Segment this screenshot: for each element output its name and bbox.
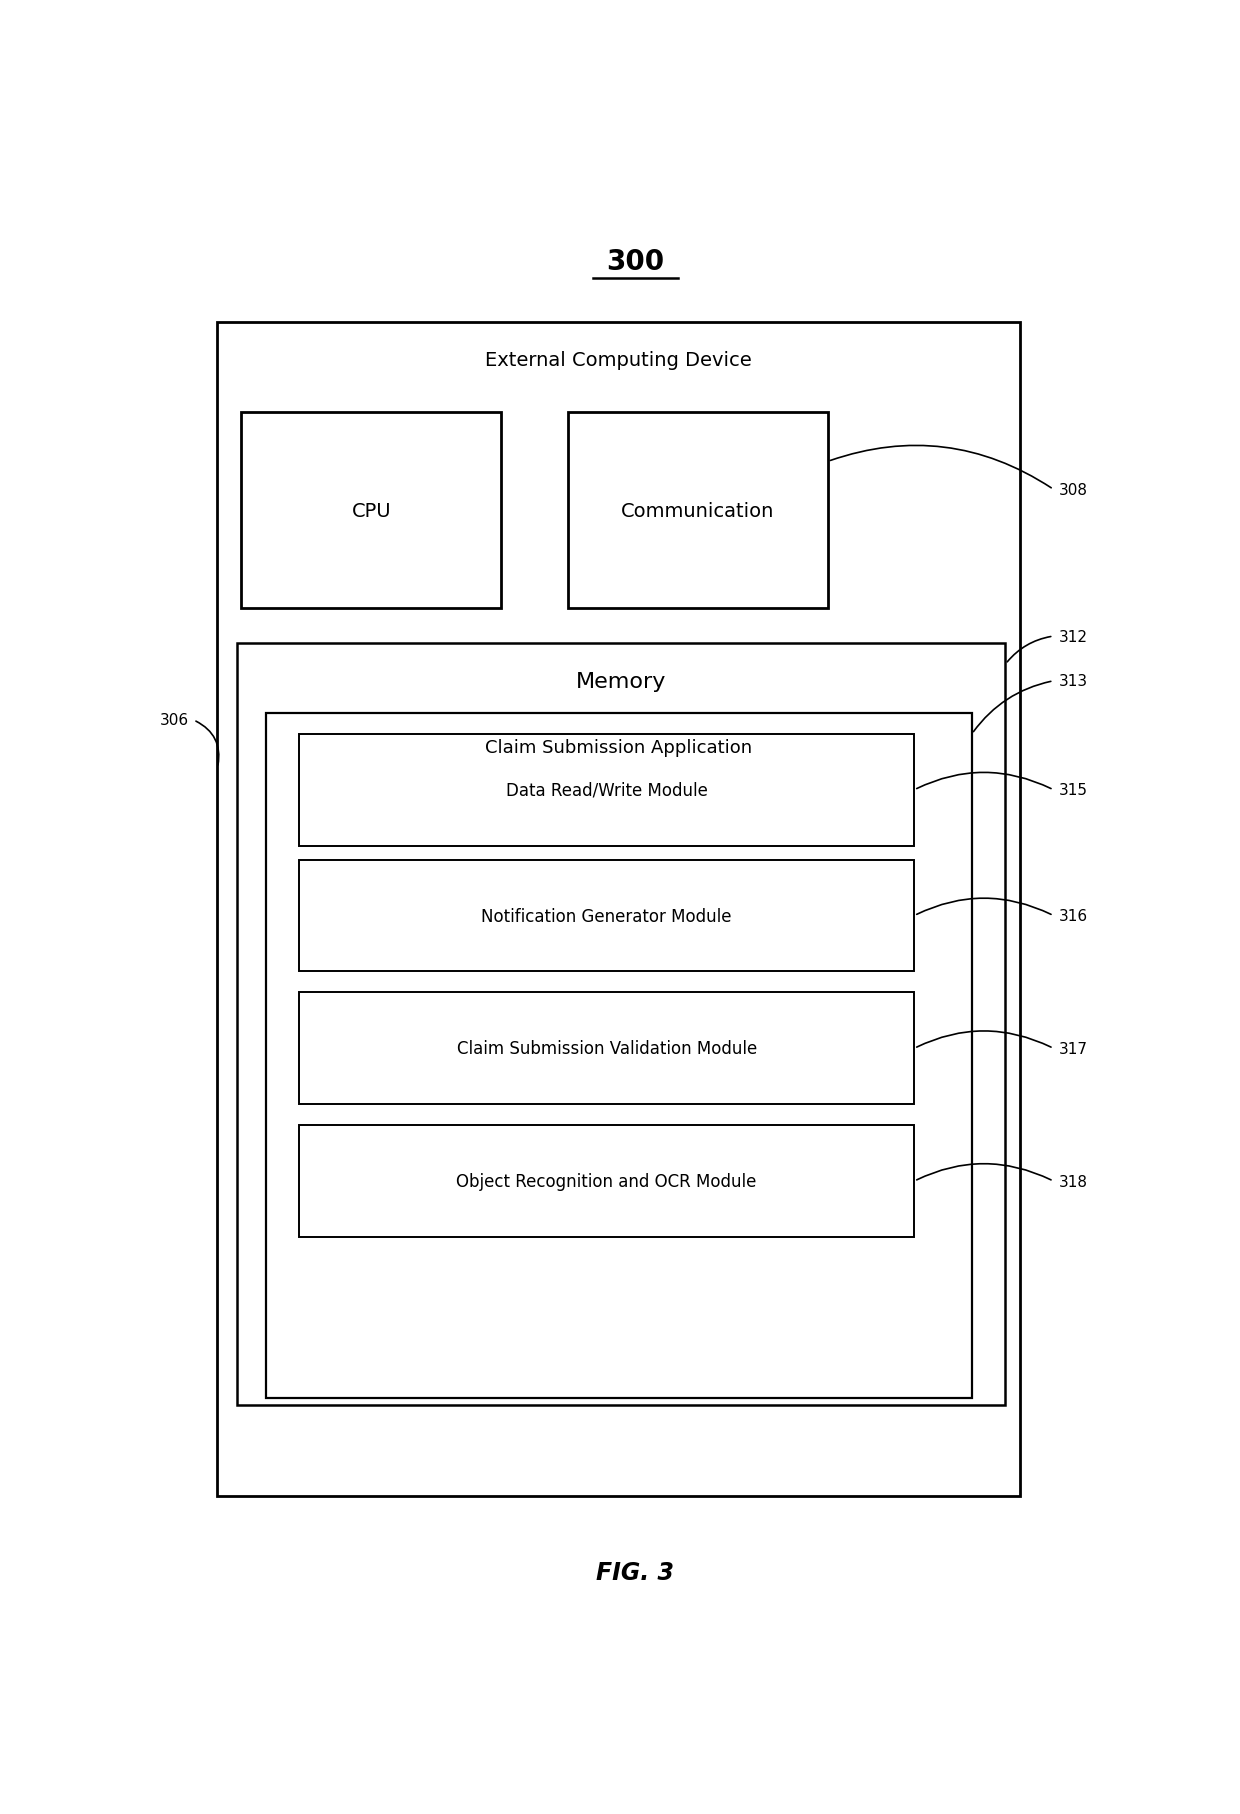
Bar: [568, 414, 828, 610]
Text: 316: 316: [1058, 909, 1087, 923]
Text: Data Read/Write Module: Data Read/Write Module: [506, 782, 708, 800]
Text: Claim Submission Application: Claim Submission Application: [485, 738, 753, 756]
Text: Object Recognition and OCR Module: Object Recognition and OCR Module: [456, 1172, 756, 1190]
Bar: [237, 644, 1006, 1404]
Bar: [242, 414, 501, 610]
Text: CPU: CPU: [351, 501, 391, 521]
Text: Claim Submission Validation Module: Claim Submission Validation Module: [456, 1039, 756, 1058]
Text: 312: 312: [1058, 629, 1087, 644]
Text: External Computing Device: External Computing Device: [485, 350, 751, 370]
Text: 317: 317: [1058, 1041, 1087, 1056]
Text: Notification Generator Module: Notification Generator Module: [481, 907, 732, 925]
Bar: [265, 713, 972, 1399]
Text: 306: 306: [160, 713, 188, 727]
Bar: [217, 323, 1019, 1497]
Text: 318: 318: [1058, 1174, 1087, 1188]
Text: 308: 308: [1058, 483, 1087, 497]
Text: FIG. 3: FIG. 3: [596, 1560, 675, 1585]
Text: 313: 313: [1058, 675, 1087, 689]
Bar: [299, 992, 914, 1105]
Text: Memory: Memory: [575, 671, 666, 691]
Text: Communication: Communication: [621, 501, 775, 521]
Bar: [299, 860, 914, 972]
Bar: [299, 735, 914, 845]
Text: 315: 315: [1058, 784, 1087, 798]
Bar: [299, 1125, 914, 1237]
Text: 300: 300: [606, 249, 665, 276]
